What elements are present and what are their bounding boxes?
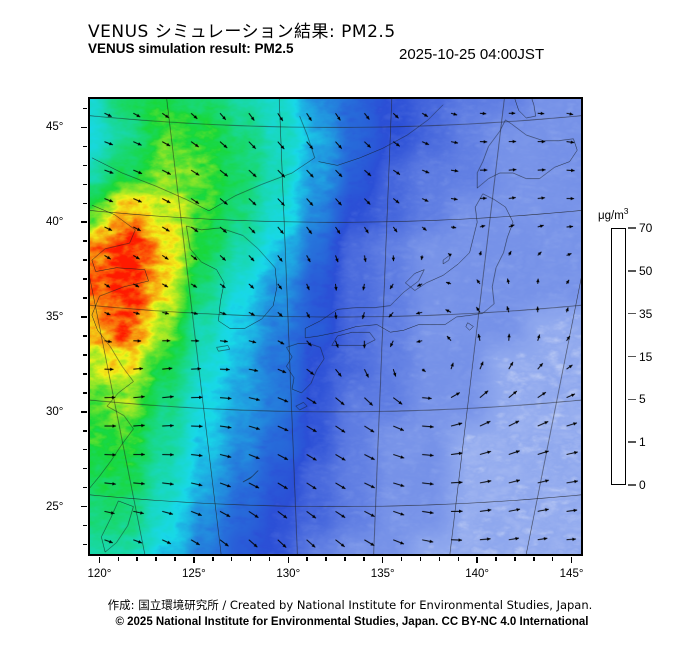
lat-tick-minor bbox=[83, 164, 87, 167]
lat-tick-minor bbox=[83, 354, 87, 356]
lon-tick-major bbox=[193, 557, 195, 563]
colorbar-tick-label: 35 bbox=[639, 306, 653, 321]
lat-tick-major bbox=[81, 505, 87, 508]
colorbar-tick bbox=[628, 484, 636, 486]
lat-tick-minor bbox=[83, 467, 87, 470]
lat-axis-label: 30° bbox=[46, 405, 64, 418]
colorbar-tick-label: 1 bbox=[639, 435, 646, 450]
lat-tick-minor bbox=[83, 240, 87, 242]
lat-tick-minor bbox=[83, 543, 87, 546]
lon-tick-minor bbox=[551, 557, 554, 561]
lon-tick-major bbox=[570, 557, 573, 563]
lat-tick-minor bbox=[83, 373, 87, 375]
lat-tick-minor bbox=[83, 430, 87, 432]
colorbar-tick bbox=[628, 441, 636, 443]
lon-tick-minor bbox=[174, 557, 176, 561]
lat-axis-label: 35° bbox=[46, 311, 64, 324]
lon-tick-major bbox=[476, 557, 478, 563]
lat-tick-minor bbox=[83, 486, 87, 489]
lon-tick-minor bbox=[117, 557, 120, 561]
lat-tick-minor bbox=[83, 524, 87, 527]
lon-tick-major bbox=[381, 557, 384, 563]
timestamp-label: 2025-10-25 04:00JST bbox=[399, 46, 545, 63]
lon-tick-minor bbox=[230, 557, 233, 561]
lon-tick-minor bbox=[457, 557, 459, 561]
colorbar-tick-label: 15 bbox=[639, 349, 653, 364]
lat-tick-minor bbox=[83, 392, 87, 394]
lat-tick-minor bbox=[83, 259, 87, 261]
lon-tick-minor bbox=[268, 557, 271, 561]
lon-tick-major bbox=[287, 557, 290, 563]
lat-tick-minor bbox=[83, 183, 87, 186]
lon-tick-minor bbox=[212, 557, 214, 561]
colorbar-tick bbox=[628, 270, 636, 272]
lat-tick-major bbox=[81, 221, 87, 223]
lat-tick-minor bbox=[83, 335, 87, 337]
caption-license: © 2025 National Institute for Environmen… bbox=[115, 616, 589, 628]
lat-axis-label: 25° bbox=[46, 500, 64, 513]
caption-credit: 作成: 国立環境研究所 / Created by National Instit… bbox=[107, 598, 593, 612]
lon-tick-minor bbox=[495, 557, 497, 561]
lon-tick-minor bbox=[363, 557, 365, 561]
lon-tick-minor bbox=[514, 557, 516, 561]
colorbar-tick-label: 0 bbox=[639, 478, 646, 492]
lon-tick-minor bbox=[155, 557, 157, 561]
lon-tick-minor bbox=[344, 557, 346, 561]
colorbar-gradient bbox=[612, 229, 625, 484]
lon-tick-minor bbox=[136, 557, 138, 561]
lat-tick-minor bbox=[83, 278, 87, 280]
lat-axis-label: 40° bbox=[46, 216, 64, 229]
map-plot-area[interactable] bbox=[88, 97, 583, 556]
colorbar-tick bbox=[628, 312, 636, 315]
lat-tick-minor bbox=[83, 297, 87, 299]
lat-tick-minor bbox=[83, 448, 87, 451]
lon-axis-label: 145° bbox=[559, 568, 584, 580]
lon-axis-label: 125° bbox=[181, 568, 206, 580]
lon-tick-major bbox=[98, 557, 101, 563]
lon-axis-label: 120° bbox=[87, 568, 112, 580]
lat-tick-major bbox=[81, 316, 87, 318]
lon-tick-minor bbox=[400, 557, 403, 561]
lat-tick-major bbox=[81, 411, 87, 413]
pm25-heatmap-canvas bbox=[90, 99, 581, 554]
lat-tick-minor bbox=[83, 202, 87, 205]
lat-axis-label: 45° bbox=[46, 121, 64, 134]
lon-tick-minor bbox=[306, 557, 308, 561]
colorbar-tick bbox=[628, 355, 636, 358]
lon-tick-minor bbox=[419, 557, 422, 561]
colorbar-tick-label: 5 bbox=[639, 392, 646, 407]
lat-tick-minor bbox=[83, 107, 87, 110]
page-title-english: VENUS simulation result: PM2.5 bbox=[88, 41, 294, 56]
colorbar-tick-label: 70 bbox=[639, 221, 653, 235]
colorbar-tick-label: 50 bbox=[639, 263, 653, 278]
lon-tick-minor bbox=[325, 557, 327, 561]
colorbar-unit-label: μg/m3 bbox=[598, 206, 629, 222]
lon-tick-minor bbox=[533, 557, 535, 561]
colorbar bbox=[611, 228, 626, 485]
lon-tick-minor bbox=[438, 557, 441, 561]
colorbar-tick bbox=[628, 227, 636, 229]
lon-axis-label: 135° bbox=[370, 568, 395, 580]
colorbar-tick bbox=[628, 398, 636, 401]
lat-tick-minor bbox=[83, 145, 87, 148]
lat-tick-major bbox=[81, 126, 87, 129]
lon-axis-label: 130° bbox=[276, 568, 301, 580]
lon-axis-label: 140° bbox=[465, 568, 490, 580]
page-title-japanese: VENUS シミュレーション結果: PM2.5 bbox=[88, 22, 396, 42]
lon-tick-minor bbox=[249, 557, 252, 561]
